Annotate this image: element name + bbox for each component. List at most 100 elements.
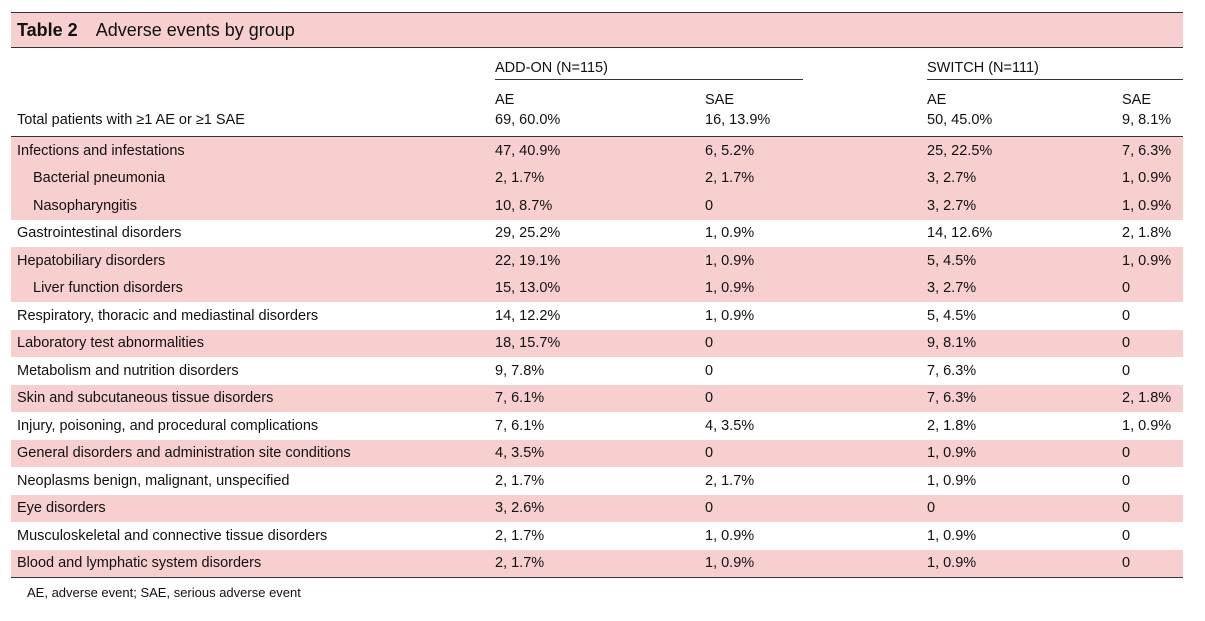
addon-sae-cell: 0 (699, 192, 811, 220)
switch-sae-cell: 0 (1116, 439, 1184, 467)
addon-sae-cell: 0 (705, 362, 714, 379)
addon-sae-cell: 4, 3.5% (705, 417, 755, 434)
table-body: Infections and infestations 47, 40.9% 6, 5… (11, 136, 1184, 578)
row-label: Eye disorders (11, 494, 489, 522)
switch-ae-cell: 25, 22.5% (921, 136, 1116, 165)
switch-sae-cell: 1, 0.9% (1116, 192, 1184, 220)
table-container: Table 2 Adverse events by group ADD-ON (… (11, 12, 1184, 578)
group-header-addon: ADD-ON (N=115) (495, 60, 803, 80)
addon-ae-cell: 2, 1.7% (489, 164, 699, 192)
addon-ae-cell: 7, 6.1% (489, 384, 699, 412)
row-label: Respiratory, thoracic and mediastinal di… (17, 307, 319, 324)
addon-ae-cell: 47, 40.9% (489, 136, 699, 165)
addon-sae-cell: 2, 1.7% (705, 472, 755, 489)
table-row: Injury, poisoning, and procedural compli… (11, 412, 1183, 440)
switch-ae-cell: 1, 0.9% (921, 549, 1116, 578)
table-row: Blood and lymphatic system disorders 2, 1… (11, 549, 1184, 578)
switch-sae-cell: 7, 6.3% (1116, 136, 1184, 165)
addon-ae-cell: 18, 15.7% (489, 329, 699, 357)
table-row: Hepatobiliary disorders 22, 19.1% 1, 0.9% 5… (11, 247, 1184, 275)
addon-ae-cell: 2, 1.7% (495, 527, 545, 544)
switch-sae-cell: 0 (1122, 527, 1131, 544)
switch-sae-cell: 0 (1116, 274, 1184, 302)
addon-ae-cell: 2, 1.7% (489, 549, 699, 578)
row-label: Injury, poisoning, and procedural compli… (17, 417, 319, 434)
addon-sae-cell: 0 (699, 384, 811, 412)
addon-sae-cell: 2, 1.7% (699, 164, 811, 192)
row-label: Neoplasms benign, malignant, unspecified (17, 472, 290, 489)
row-label: General disorders and administration sit… (11, 439, 489, 467)
table-number: Table 2 (17, 19, 78, 40)
switch-ae-cell: 1, 0.9% (921, 439, 1116, 467)
row-label: Musculoskeletal and connective tissue di… (17, 527, 328, 544)
table-row: Neoplasms benign, malignant, unspecified… (11, 467, 1183, 495)
table-row: Infections and infestations 47, 40.9% 6, 5… (11, 136, 1184, 165)
switch-ae-cell: 14, 12.6% (927, 225, 993, 242)
addon-ae-cell: 9, 7.8% (495, 362, 545, 379)
subheader-cell: SAE 16, 13.9% (699, 82, 811, 137)
total-value: 16, 13.9% (705, 112, 771, 128)
addon-sae-cell: 1, 0.9% (699, 274, 811, 302)
addon-sae-cell: 1, 0.9% (705, 527, 755, 544)
group-header-row: ADD-ON (N=115) SWITCH (N=111) (11, 48, 1184, 82)
subheader-cell: AE 69, 60.0% (489, 82, 699, 137)
addon-sae-cell: 1, 0.9% (705, 307, 755, 324)
addon-ae-cell: 22, 19.1% (489, 247, 699, 275)
row-label: Nasopharyngitis (11, 192, 489, 220)
addon-sae-cell: 1, 0.9% (699, 549, 811, 578)
addon-ae-cell: 29, 25.2% (495, 225, 561, 242)
switch-ae-cell: 3, 2.7% (921, 274, 1116, 302)
addon-sae-cell: 6, 5.2% (699, 136, 811, 165)
addon-sae-cell: 0 (699, 329, 811, 357)
addon-ae-cell: 7, 6.1% (495, 417, 545, 434)
switch-sae-cell: 1, 0.9% (1116, 247, 1184, 275)
adverse-events-table: ADD-ON (N=115) SWITCH (N=111) Total pati… (11, 48, 1184, 578)
switch-sae-cell: 0 (1122, 472, 1131, 489)
addon-sae-cell: 0 (699, 494, 811, 522)
table-row: Eye disorders 3, 2.6% 0 0 0 (11, 494, 1184, 522)
row-label: Skin and subcutaneous tissue disorders (11, 384, 489, 412)
row-label: Gastrointestinal disorders (17, 225, 182, 242)
table-row: Respiratory, thoracic and mediastinal di… (11, 302, 1183, 330)
switch-sae-cell: 0 (1122, 307, 1131, 324)
addon-sae-cell: 1, 0.9% (705, 225, 755, 242)
table-row: Skin and subcutaneous tissue disorders 7,… (11, 384, 1184, 412)
switch-ae-cell: 5, 4.5% (921, 247, 1116, 275)
subheader-row: Total patients with ≥1 AE or ≥1 SAE AE 69… (11, 82, 1184, 137)
row-label: Bacterial pneumonia (11, 164, 489, 192)
row-label: Blood and lymphatic system disorders (11, 549, 489, 578)
addon-ae-cell: 14, 12.2% (495, 307, 561, 324)
switch-sae-cell: 1, 0.9% (1116, 164, 1184, 192)
addon-sae-cell: 1, 0.9% (699, 247, 811, 275)
switch-ae-cell: 1, 0.9% (927, 472, 977, 489)
table-footnote: AE, adverse event; SAE, serious adverse … (27, 585, 301, 600)
table-row: Liver function disorders 15, 13.0% 1, 0.9%… (11, 274, 1184, 302)
addon-ae-cell: 10, 8.7% (489, 192, 699, 220)
total-label: Total patients with ≥1 AE or ≥1 SAE (17, 112, 245, 128)
switch-sae-cell: 0 (1122, 362, 1131, 379)
switch-sae-cell: 0 (1116, 494, 1184, 522)
switch-ae-cell: 3, 2.7% (921, 164, 1116, 192)
switch-sae-cell: 0 (1116, 549, 1184, 578)
row-label: Laboratory test abnormalities (11, 329, 489, 357)
switch-ae-cell: 3, 2.7% (921, 192, 1116, 220)
switch-ae-cell: 0 (921, 494, 1116, 522)
row-label: Infections and infestations (11, 136, 489, 165)
table-row: Laboratory test abnormalities 18, 15.7% 0 9… (11, 329, 1184, 357)
switch-ae-cell: 2, 1.8% (927, 417, 977, 434)
table-row: Nasopharyngitis 10, 8.7% 0 3, 2.7% 1, 0.9% (11, 192, 1184, 220)
group-header-switch: SWITCH (N=111) (927, 60, 1184, 80)
total-value: 50, 45.0% (927, 112, 993, 128)
addon-sae-cell: 0 (699, 439, 811, 467)
row-label: Liver function disorders (11, 274, 489, 302)
switch-ae-cell: 5, 4.5% (927, 307, 977, 324)
switch-sae-cell: 0 (1116, 329, 1184, 357)
row-label: Hepatobiliary disorders (11, 247, 489, 275)
table-title-bar: Table 2 Adverse events by group (11, 12, 1183, 48)
switch-ae-cell: 7, 6.3% (927, 362, 977, 379)
table-row: Metabolism and nutrition disorders 9, 7.8… (11, 357, 1183, 385)
switch-sae-cell: 1, 0.9% (1122, 417, 1172, 434)
switch-sae-cell: 2, 1.8% (1116, 384, 1184, 412)
subheader-cell: AE 50, 45.0% (921, 82, 1116, 137)
table-caption: Adverse events by group (95, 19, 295, 40)
